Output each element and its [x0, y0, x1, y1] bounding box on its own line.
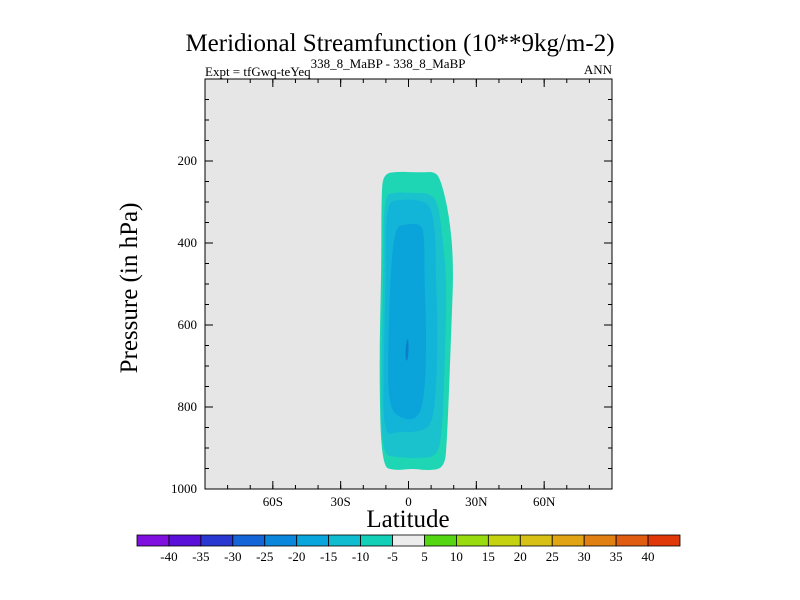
y-tick-label: 400	[178, 235, 198, 250]
colorbar-label: 10	[450, 549, 463, 564]
experiment-label: Expt = tfGwq-teYeq338_8_MaBP - 338_8_MaB…	[205, 56, 465, 80]
colorbar-label: 5	[421, 549, 428, 564]
colorbar-box	[519, 534, 553, 547]
x-axis-label: Latitude	[366, 506, 450, 533]
colorbar-box	[583, 534, 617, 547]
colorbar-box	[551, 534, 585, 547]
colorbar-box	[296, 534, 330, 547]
colorbar-label: -40	[160, 549, 177, 564]
colorbar-label: 25	[546, 549, 559, 564]
colorbar-label: 35	[610, 549, 623, 564]
colorbar-box	[232, 534, 266, 547]
colorbar-box	[456, 534, 489, 547]
colorbar-box	[136, 534, 170, 547]
colorbar-label: -20	[288, 549, 305, 564]
colorbar-box	[360, 534, 393, 547]
colorbar-box	[615, 534, 649, 547]
y-tick-label: 800	[178, 399, 198, 414]
colorbar-box	[328, 534, 361, 547]
colorbar-label: 15	[482, 549, 495, 564]
colorbar-label: 40	[642, 549, 655, 564]
experiment-superscript: 338_8_MaBP - 338_8_MaBP	[310, 56, 466, 71]
colorbar-box	[487, 534, 521, 547]
x-tick-label: 60S	[263, 494, 283, 509]
colorbar-label: -25	[256, 549, 273, 564]
x-tick-label: 30S	[331, 494, 351, 509]
colorbar-box	[392, 534, 425, 547]
colorbar-box	[168, 534, 202, 547]
x-tick-label: 30N	[465, 494, 488, 509]
y-tick-label: 200	[178, 153, 198, 168]
colorbar-label: -5	[387, 549, 398, 564]
season-label: ANN	[583, 62, 612, 77]
colorbar-label: 30	[578, 549, 591, 564]
y-tick-label: 1000	[171, 481, 197, 496]
colorbar-box	[647, 534, 681, 547]
x-tick-label: 60N	[533, 494, 556, 509]
colorbar-label: -30	[224, 549, 241, 564]
experiment-name: Expt = tfGwq-teYeq	[205, 64, 311, 79]
x-tick-label: 0	[405, 494, 412, 509]
contour-region-neg20	[388, 223, 427, 420]
colorbar-label: -10	[352, 549, 369, 564]
colorbar-label: -35	[192, 549, 209, 564]
colorbar-label: 20	[514, 549, 527, 564]
chart-title: Meridional Streamfunction (10**9kg/m-2)	[185, 30, 615, 57]
colorbar-box	[424, 534, 457, 547]
colorbar-label: -15	[320, 549, 337, 564]
contour-region-neg25	[405, 339, 409, 361]
colorbar-box	[264, 534, 298, 547]
y-tick-label: 600	[178, 317, 198, 332]
colorbar-box	[200, 534, 234, 547]
